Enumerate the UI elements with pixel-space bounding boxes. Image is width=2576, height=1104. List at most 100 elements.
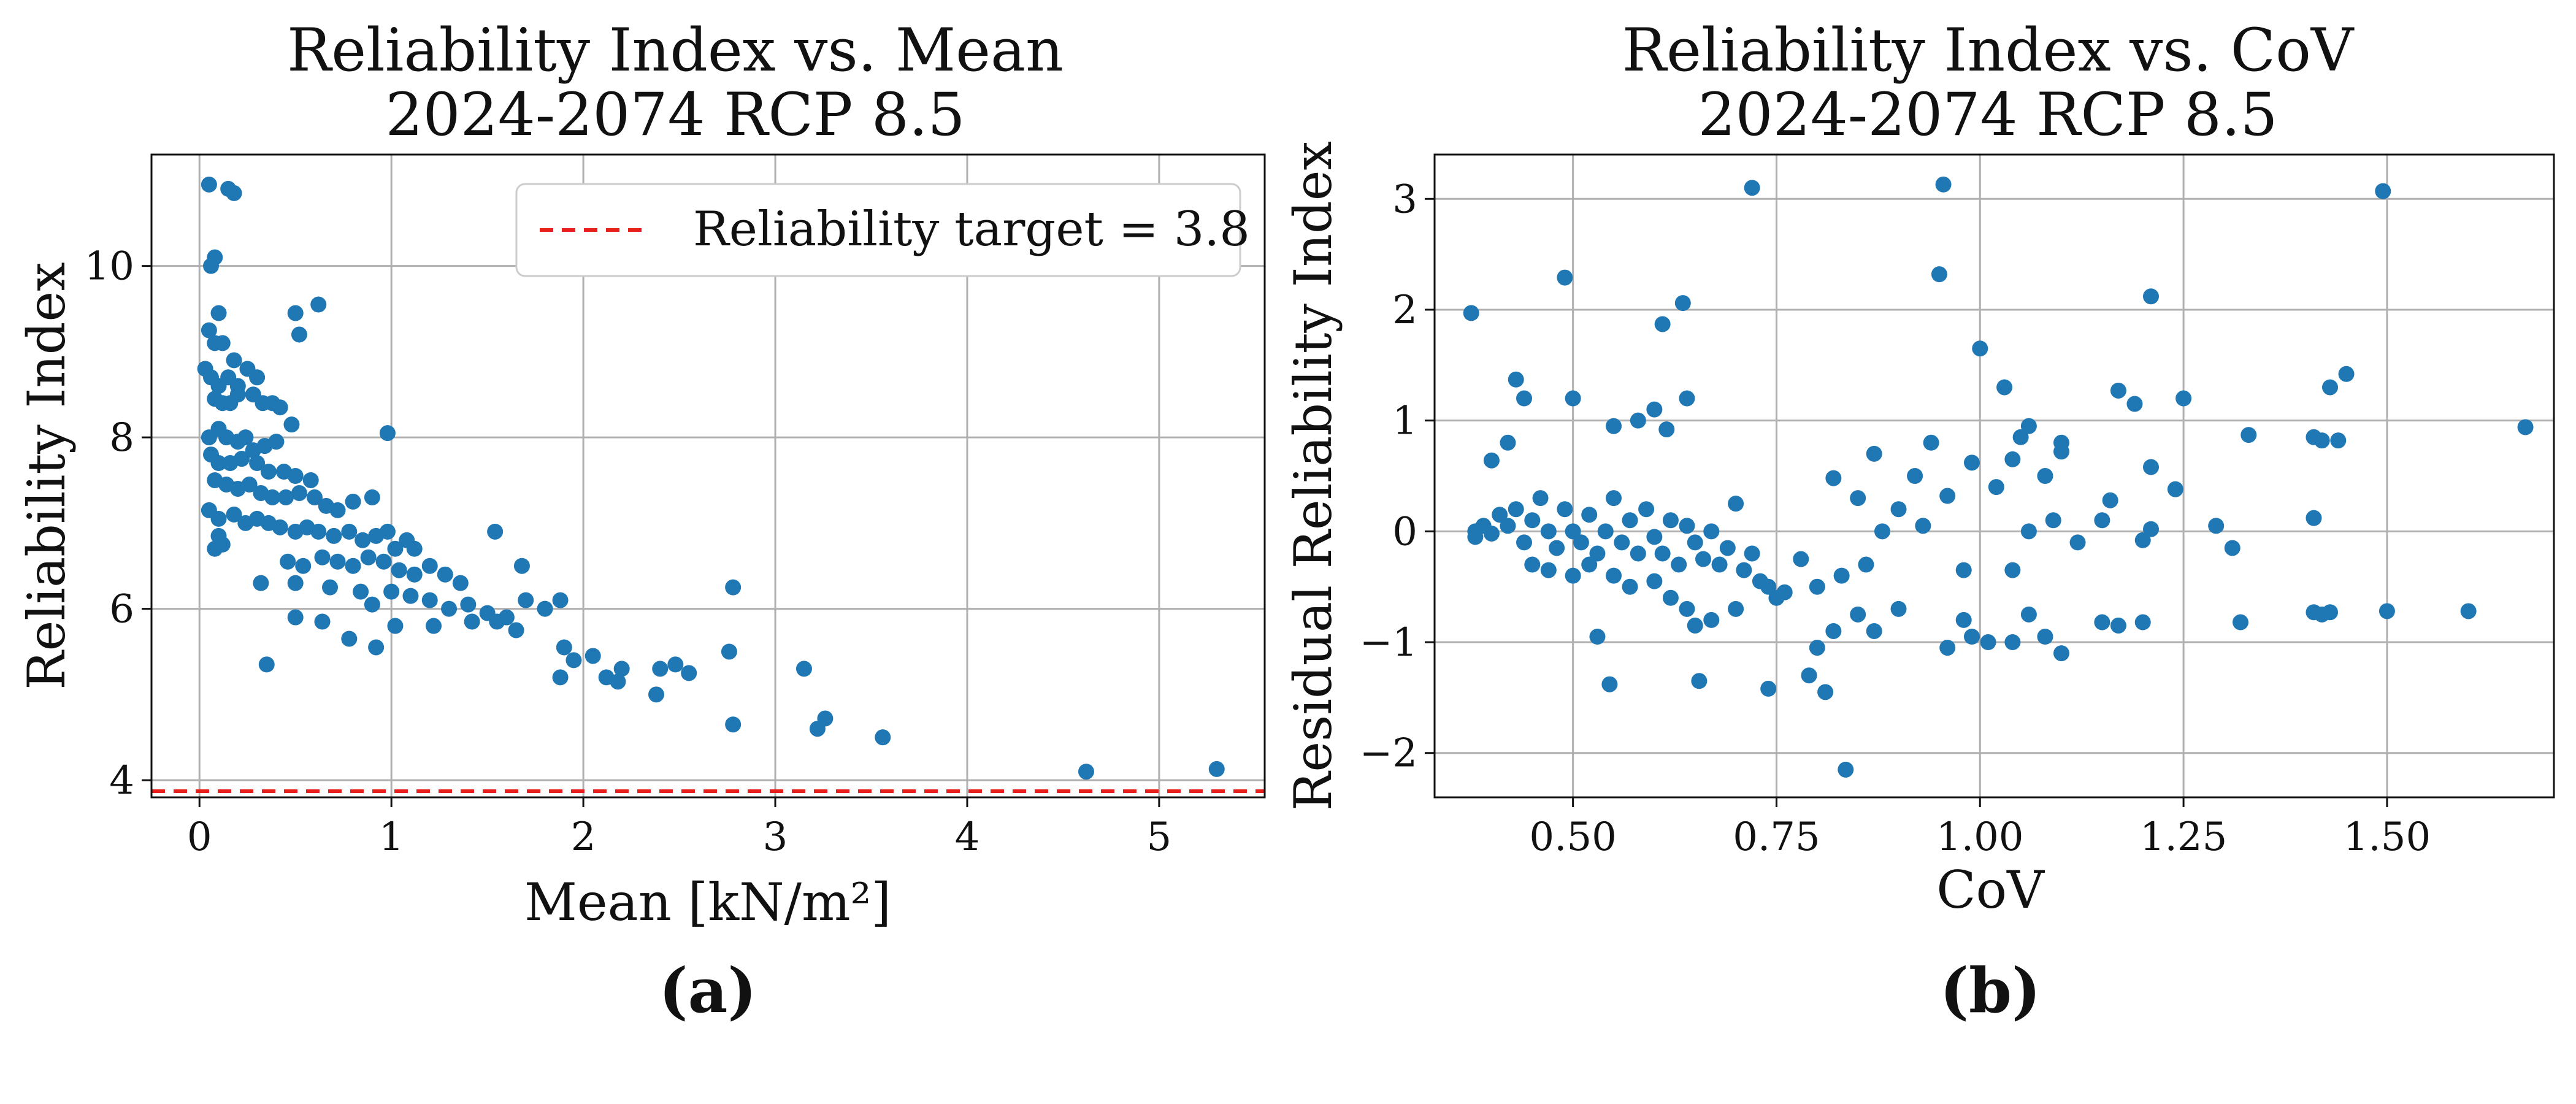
data-point [1760,680,1777,697]
data-point [329,553,346,570]
data-point [355,532,371,548]
data-point [1964,454,1980,471]
data-point [1825,470,1842,486]
chart-b-title-line2: 2024-2074 RCP 8.5 [1698,80,2277,149]
data-point [364,489,380,505]
chart-a-panel-label: (a) [659,954,756,1027]
data-point [1654,316,1671,332]
data-point [278,489,294,505]
data-point [264,489,281,505]
data-point [1866,445,1882,462]
data-point [1817,684,1834,700]
data-point [1208,761,1225,777]
chart-a-y-tick-label: 6 [109,587,134,632]
chart-a-x-tick-label: 2 [571,815,596,860]
data-point [214,536,231,553]
data-point [1719,540,1736,556]
data-point [552,669,569,686]
data-point [1532,490,1549,507]
data-point [2322,604,2338,621]
data-point [2233,614,2248,631]
data-point [452,575,469,591]
chart-a-plot-frame [150,153,1266,799]
chart-b-y-tick-label: 1 [1392,399,1417,444]
chart-b-y-tick-label: 2 [1392,288,1417,333]
data-point [552,592,569,608]
data-point [613,661,630,677]
chart-a-xlabel: Mean [kN/m²] [524,872,891,932]
data-point [2020,606,2037,623]
data-point [1972,340,1988,357]
data-point [1589,545,1606,562]
data-point [1695,551,1711,567]
data-point [1744,180,1760,196]
data-point [1646,529,1663,545]
data-point [421,558,438,574]
data-point [725,716,742,733]
data-point [2004,562,2021,578]
data-point [326,527,342,544]
chart-b-panel-label: (b) [1940,954,2041,1027]
data-point [1622,512,1638,529]
data-point [1996,379,2013,396]
data-point [2375,183,2391,199]
data-point [667,656,684,673]
data-point [1638,501,1655,518]
data-point [2134,614,2151,631]
chart-a-x-tick-label: 0 [187,815,212,860]
chart-b-x-tick-label: 0.75 [1733,815,1820,860]
data-point [1606,418,1622,434]
data-point [421,592,438,608]
chart-a-y-tick-label: 10 [85,244,134,289]
data-point [341,523,358,540]
data-point [1492,507,1508,523]
chart-b-x-tick-label: 1.25 [2140,815,2228,860]
data-point [237,429,254,446]
data-point [1935,176,1952,193]
chart-b-ticks: 0.50 0.75 1.00 1.25 1.50 −2 −1 0 1 2 3 [1360,177,2431,860]
data-point [368,639,385,656]
chart-b-x-tick-label: 1.00 [1936,815,2024,860]
data-point [2167,481,2183,497]
chart-a-title-line1: Reliability Index vs. Mean [287,16,1064,85]
data-point [229,386,246,403]
data-point [2094,614,2110,631]
data-point [1614,534,1630,551]
data-point [1801,667,1817,684]
data-point [345,493,361,510]
data-point [1549,540,1565,556]
data-point [875,729,891,746]
data-point [345,558,361,574]
data-point [249,369,266,386]
data-point [249,455,266,472]
chart-b-y-tick-label: −2 [1360,731,1417,776]
data-point [268,434,285,450]
data-point [1646,401,1663,418]
data-point [681,665,697,681]
data-point [272,399,288,416]
data-point [1890,600,1907,617]
chart-a-points [197,176,1225,780]
data-point [1597,523,1614,540]
data-point [1793,551,1809,567]
data-point [1915,518,1931,534]
data-point [1557,501,1573,518]
chart-b-y-tick-label: 3 [1392,177,1417,222]
data-point [648,686,665,703]
data-point [721,643,737,660]
data-point [2208,518,2225,534]
data-point [2143,288,2159,305]
data-point [2134,532,2151,548]
data-point [1988,479,2004,496]
data-point [1703,611,1720,628]
data-point [1671,556,1687,573]
data-point [1679,518,1695,534]
data-point [2110,382,2126,399]
data-point [1728,600,1744,617]
data-point [2094,512,2110,529]
data-point [1691,673,1708,689]
data-point [464,613,480,630]
data-point [310,296,327,313]
data-point [1662,512,1679,529]
